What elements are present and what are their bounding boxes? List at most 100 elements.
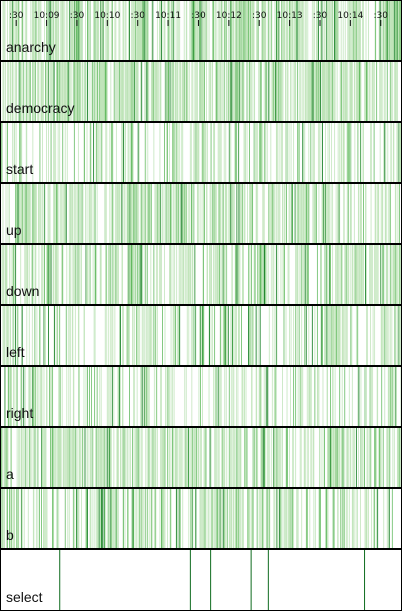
event-bar: [157, 0, 158, 61]
event-bar: [196, 427, 197, 488]
event-bar: [171, 244, 172, 305]
event-bar: [210, 244, 211, 305]
event-bar: [331, 305, 332, 366]
event-bar: [118, 183, 119, 244]
event-bar: [331, 61, 332, 122]
event-bar: [184, 366, 185, 427]
event-bar: [289, 305, 290, 366]
event-bar: [364, 427, 365, 488]
event-bar: [344, 488, 345, 549]
event-bar: [93, 183, 94, 244]
event-bar: [109, 488, 110, 549]
event-bar: [123, 488, 124, 549]
event-bar: [42, 122, 43, 183]
event-bar: [50, 427, 51, 488]
event-bar: [173, 183, 174, 244]
event-bar: [22, 427, 23, 488]
event-bar: [116, 488, 117, 549]
event-bar: [232, 61, 233, 122]
event-bar: [376, 61, 377, 122]
event-bar: [327, 0, 328, 61]
event-bar: [282, 366, 283, 427]
event-bar: [99, 366, 100, 427]
event-bar: [156, 366, 157, 427]
event-bar: [133, 366, 134, 427]
event-bar: [371, 488, 372, 549]
event-bar: [241, 305, 242, 366]
event-bar: [390, 305, 391, 366]
event-bar: [307, 366, 308, 427]
event-bar: [226, 0, 227, 61]
event-bar: [261, 122, 262, 183]
event-bar: [136, 244, 137, 305]
event-bar: [282, 427, 283, 488]
event-bar: [96, 61, 97, 122]
event-bar: [361, 183, 362, 244]
event-bar: [123, 61, 124, 122]
event-bar: [148, 0, 149, 61]
row-background: [1, 549, 401, 611]
event-bar: [108, 305, 109, 366]
event-bar: [304, 122, 305, 183]
event-bar: [90, 183, 91, 244]
event-bar: [99, 488, 100, 549]
event-bar: [330, 61, 331, 122]
event-bar: [97, 122, 98, 183]
event-bar: [141, 488, 142, 549]
event-bar: [286, 305, 287, 366]
event-bar: [51, 244, 52, 305]
event-bar: [338, 183, 339, 244]
event-bar: [382, 61, 383, 122]
event-bar: [382, 183, 383, 244]
event-bar: [80, 427, 81, 488]
event-bar: [111, 0, 112, 61]
event-bar: [390, 244, 391, 305]
event-bar: [143, 183, 144, 244]
event-bar: [342, 244, 343, 305]
event-bar: [83, 427, 84, 488]
event-bar: [61, 183, 62, 244]
event-bar: [151, 183, 152, 244]
event-bar: [387, 305, 388, 366]
event-bar: [295, 183, 296, 244]
event-bar: [274, 427, 275, 488]
event-bar: [107, 366, 108, 427]
event-bar: [304, 427, 305, 488]
event-bar: [214, 0, 215, 61]
event-bar: [164, 183, 165, 244]
event-bar: [293, 122, 294, 183]
event-bar: [245, 122, 246, 183]
event-bar: [92, 61, 93, 122]
event-bar: [226, 305, 227, 366]
row-background: [1, 366, 401, 427]
event-bar: [331, 183, 332, 244]
event-bar: [317, 244, 318, 305]
event-bar: [349, 122, 350, 183]
event-bar: [191, 122, 192, 183]
event-bar: [233, 488, 234, 549]
event-bar: [169, 122, 170, 183]
event-bar: [237, 183, 238, 244]
event-bar: [118, 0, 119, 61]
event-bar: [179, 0, 180, 61]
event-bar: [195, 61, 196, 122]
event-bar: [372, 366, 373, 427]
event-bar: [325, 0, 326, 61]
event-bar: [299, 61, 300, 122]
event-bar: [155, 305, 156, 366]
event-bar: [228, 61, 229, 122]
event-bar: [279, 427, 280, 488]
event-bar: [204, 488, 205, 549]
event-bar: [44, 488, 45, 549]
event-bar: [38, 183, 39, 244]
event-bar: [69, 488, 70, 549]
event-bar: [66, 0, 67, 61]
event-bar: [112, 183, 113, 244]
event-bar: [249, 244, 250, 305]
event-bar: [233, 366, 234, 427]
event-bar: [343, 61, 344, 122]
event-bar: [375, 183, 376, 244]
event-bar: [147, 183, 148, 244]
event-bar: [332, 183, 333, 244]
